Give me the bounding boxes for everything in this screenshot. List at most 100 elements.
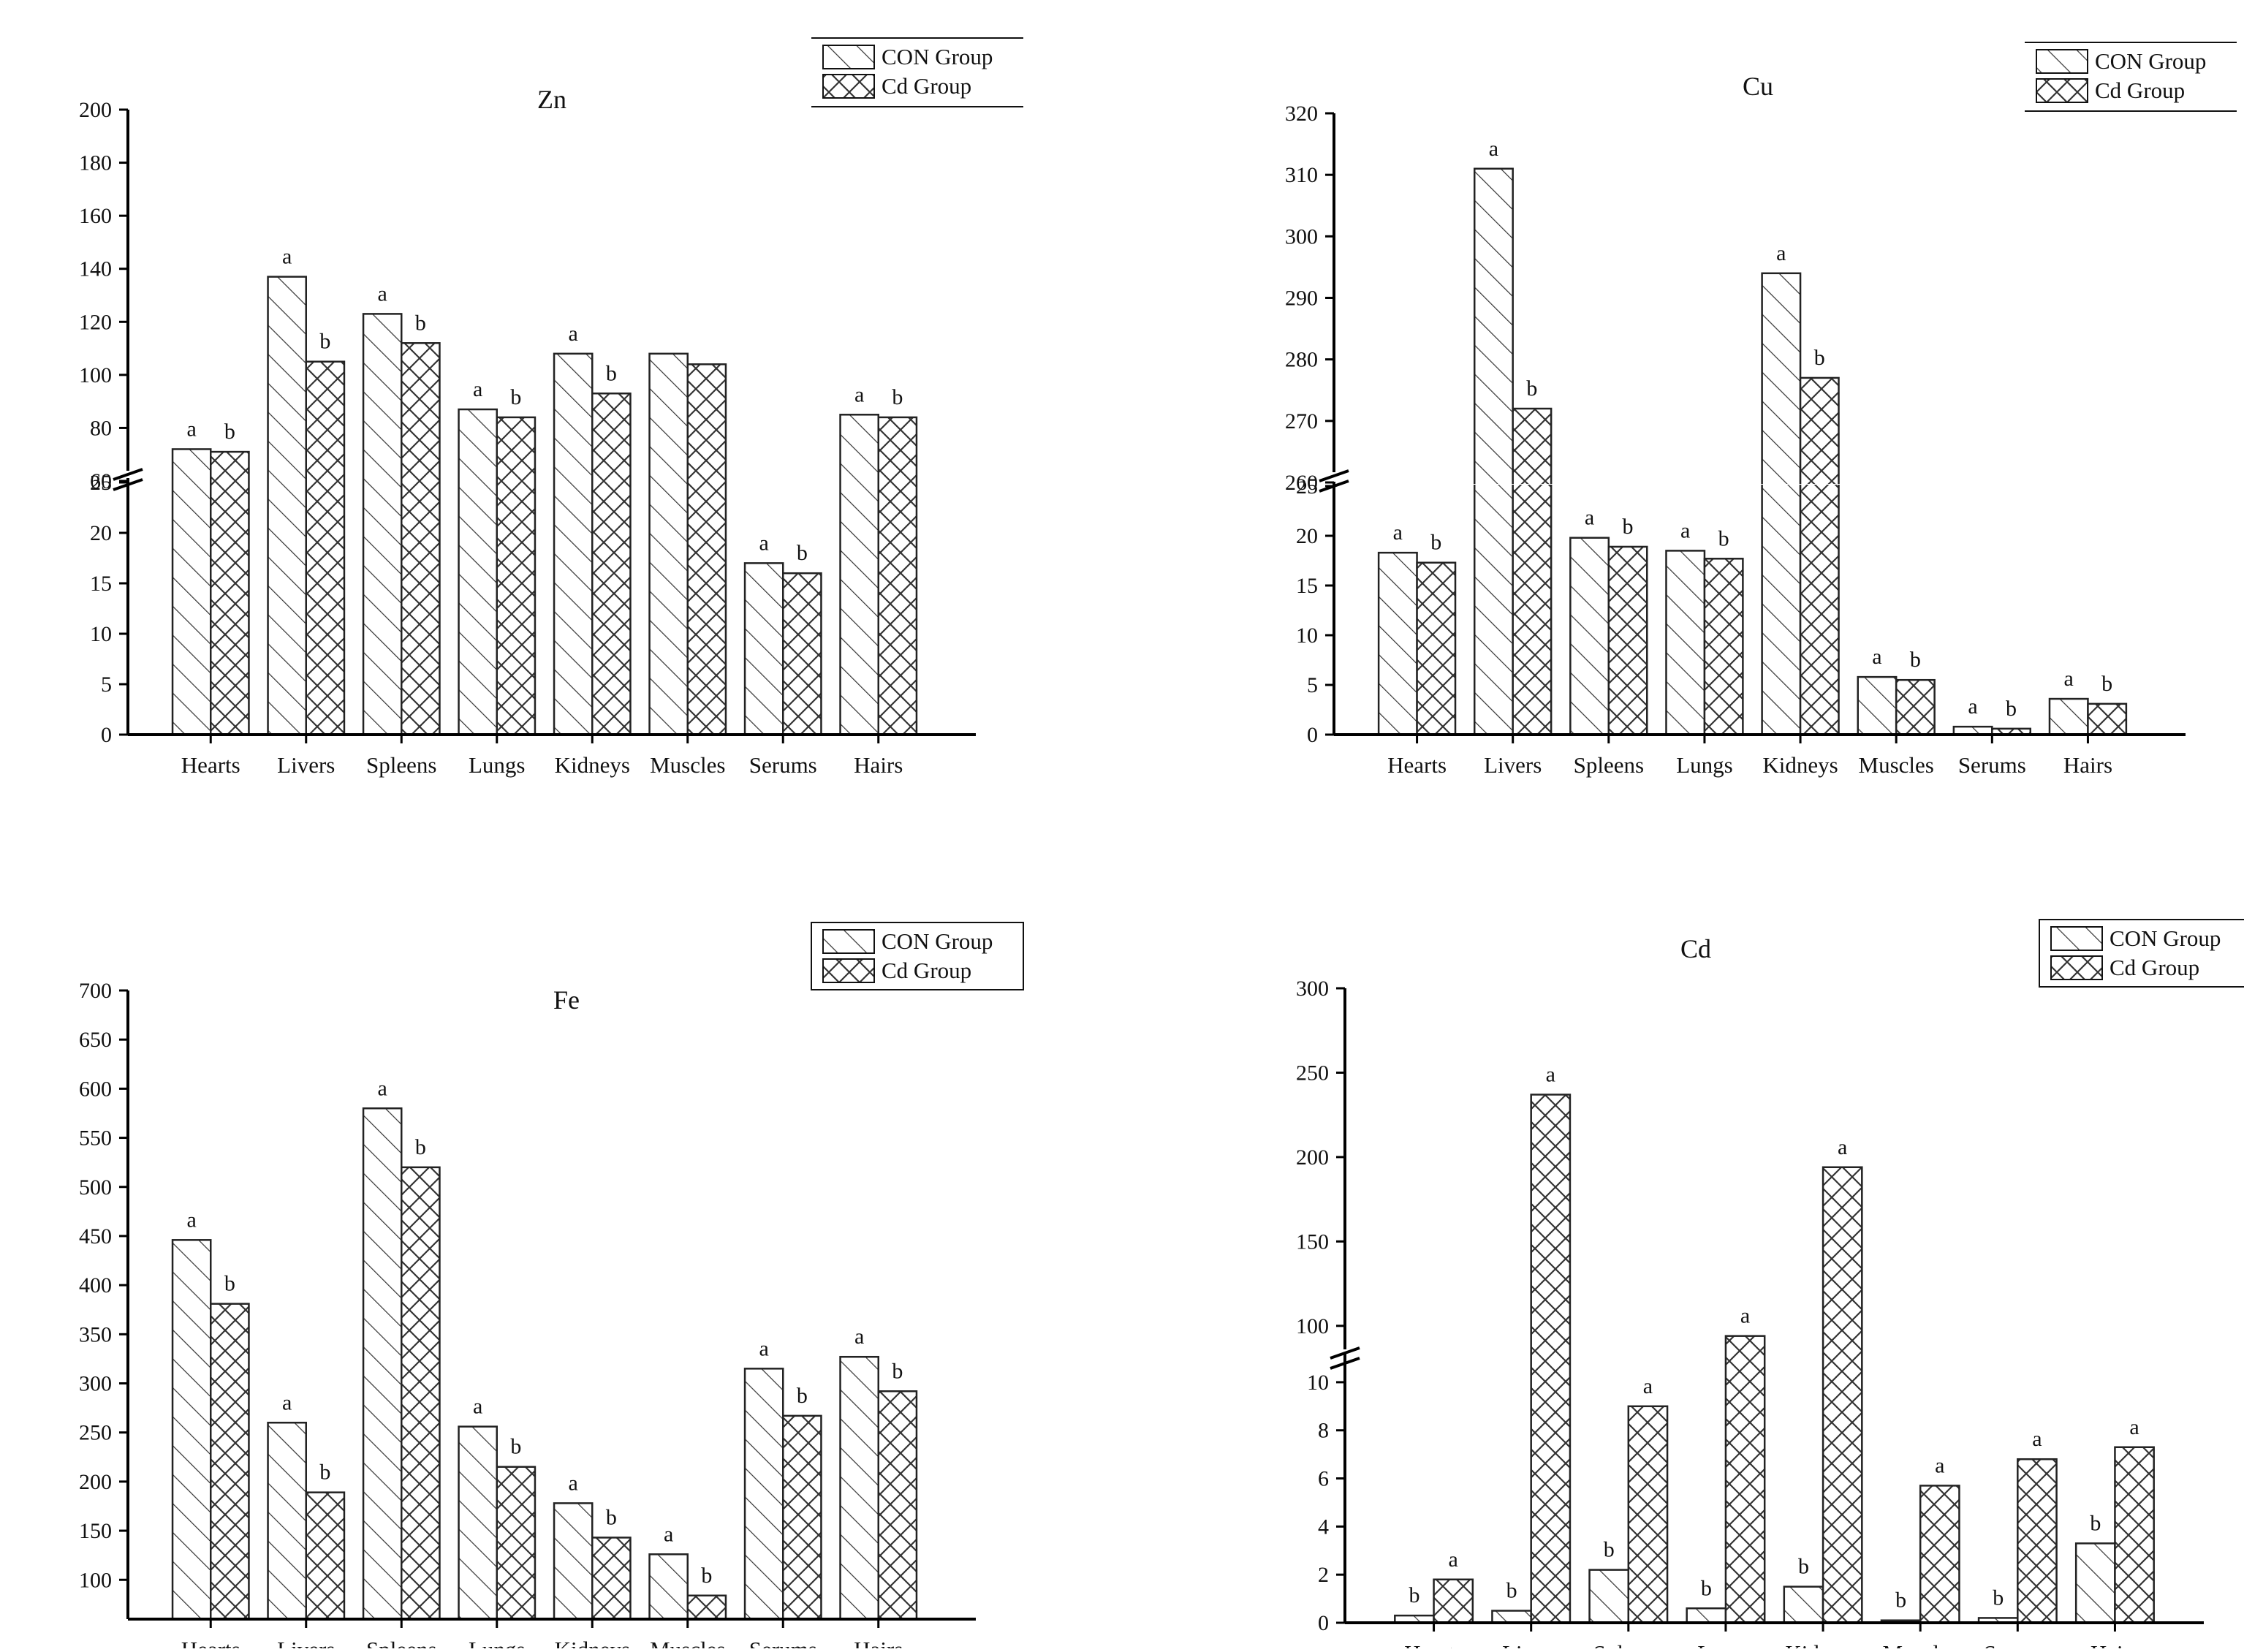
significance-letter: b	[319, 1460, 330, 1485]
significance-letter: b	[2006, 697, 2017, 721]
cd-bar-livers	[305, 1491, 346, 1621]
x-tick-label-serums: Serums	[1958, 752, 2026, 778]
con-bar-lungs	[458, 408, 498, 736]
cd-bar-serums	[2017, 1458, 2058, 1624]
y-tick-label: 320	[1285, 102, 1318, 126]
significance-letter: a	[854, 1325, 864, 1349]
x-tick-label-hairs: Hairs	[2063, 752, 2112, 778]
con-bar-muscles	[1857, 675, 1898, 736]
con-bar-lungs	[1686, 1607, 1727, 1624]
legend: CON Group Cd Group	[811, 37, 1023, 107]
con-bar-livers	[267, 276, 307, 736]
cd-bar-kidneys	[591, 393, 632, 736]
con-bar-serums	[743, 562, 784, 736]
significance-letter: a	[1968, 694, 1977, 719]
significance-letter: a	[186, 417, 196, 441]
legend-label-con: CON Group	[2095, 48, 2206, 74]
cd-bar-hearts	[1416, 561, 1457, 736]
y-tick-label: 250	[1296, 1061, 1329, 1085]
significance-letter: a	[1546, 1062, 1555, 1086]
x-tick-label-spleens: Spleens	[366, 752, 436, 778]
con-bar-hairs	[839, 414, 880, 736]
y-tick-label: 6	[1318, 1467, 1329, 1491]
significance-letter: b	[1895, 1588, 1906, 1613]
significance-letter: b	[892, 1359, 903, 1383]
cd-bar-hairs	[2087, 702, 2128, 736]
y-tick-label: 150	[1296, 1229, 1329, 1254]
significance-letter: b	[1409, 1583, 1419, 1607]
cd-bar-hairs	[877, 416, 918, 736]
significance-letter: a	[282, 1390, 292, 1414]
con-bar-muscles	[648, 1553, 689, 1621]
cd-bar-lungs	[1703, 558, 1744, 736]
fe-chart-panel: Fe a b a b a b a b a b a b a b a b Hearts Livers Spleens Lun…	[79, 922, 1024, 1652]
significance-letter: b	[1798, 1555, 1809, 1579]
x-tick-label-hairs: Hairs	[854, 752, 903, 778]
legend-label-cd: Cd Group	[882, 958, 971, 983]
chart-title: Zn	[537, 85, 566, 114]
y-tick-label: 200	[79, 98, 112, 122]
y-tick-label: 4	[1318, 1515, 1329, 1539]
y-tick-label: 270	[1285, 409, 1318, 433]
significance-letter: b	[606, 361, 617, 385]
y-tick-label: 0	[101, 723, 112, 747]
y-tick-label: 600	[79, 1077, 112, 1101]
con-bar-spleens	[362, 313, 403, 736]
x-tick-label-serums: Serums	[749, 1637, 817, 1648]
con-bar-kidneys	[553, 1502, 594, 1621]
x-tick-label-muscles: Muscles	[1859, 752, 1934, 778]
significance-letter: b	[1430, 531, 1441, 555]
legend-label-con: CON Group	[882, 44, 993, 69]
y-tick-label: 15	[90, 572, 112, 596]
y-tick-label: 10	[1307, 1371, 1329, 1395]
significance-letter: b	[606, 1505, 617, 1529]
cd-bar-hearts	[210, 1303, 250, 1621]
con-bar-hearts	[171, 1239, 212, 1621]
bars: a b a b a b a b a b a b a b a b	[171, 1076, 918, 1621]
x-tick-label-spleens: Spleens	[1574, 752, 1644, 778]
con-bar-kidneys	[1761, 272, 1802, 736]
con-bar-lungs	[1665, 550, 1706, 736]
significance-letter: a	[377, 281, 387, 306]
x-tick-label-muscles: Muscles	[650, 1637, 725, 1648]
legend-swatch-cd	[822, 74, 875, 99]
y-tick-label: 20	[90, 521, 112, 545]
cd-bar-spleens	[401, 1166, 441, 1621]
significance-letter: b	[1814, 346, 1825, 370]
y-tick-label: 80	[90, 416, 112, 440]
y-tick-label: 300	[1296, 977, 1329, 1001]
x-tick-label-lungs: Lungs	[1676, 752, 1733, 778]
significance-letter: b	[2090, 1511, 2101, 1535]
cd-bar-serums	[782, 1414, 822, 1621]
x-tick-label-hearts: Hearts	[181, 752, 240, 778]
y-tick-label: 280	[1285, 348, 1318, 372]
significance-letter: b	[701, 1564, 712, 1588]
y-tick-label: 200	[79, 1470, 112, 1494]
con-bar-livers	[267, 1422, 307, 1621]
significance-letter: a	[473, 377, 482, 401]
y-tick-label: 10	[90, 622, 112, 646]
y-tick-label: 2	[1318, 1563, 1329, 1587]
y-tick-label: 160	[79, 204, 112, 228]
con-bar-hearts	[171, 448, 212, 736]
significance-letter: b	[1993, 1585, 2004, 1610]
y-tick-label: 5	[1307, 673, 1318, 697]
significance-letter: b	[1701, 1576, 1712, 1600]
legend-label-cd: Cd Group	[2095, 77, 2185, 103]
cd-bar-spleens	[1607, 545, 1648, 736]
y-tick-label: 250	[79, 1421, 112, 1445]
significance-letter: a	[759, 531, 768, 555]
con-bar-livers	[1473, 167, 1514, 736]
significance-letter: a	[1776, 241, 1786, 265]
significance-letter: a	[759, 1336, 768, 1360]
significance-letter: a	[1489, 137, 1498, 161]
con-bar-muscles	[648, 352, 689, 736]
significance-letter: a	[1585, 506, 1594, 530]
y-tick-label: 260	[1285, 471, 1318, 495]
x-tick-label-serums: Serums	[749, 752, 817, 778]
con-bar-spleens	[1588, 1569, 1630, 1624]
y-tick-label: 310	[1285, 163, 1318, 187]
x-tick-label-hearts: Hearts	[1404, 1640, 1463, 1648]
x-tick-label-hearts: Hearts	[181, 1637, 240, 1648]
